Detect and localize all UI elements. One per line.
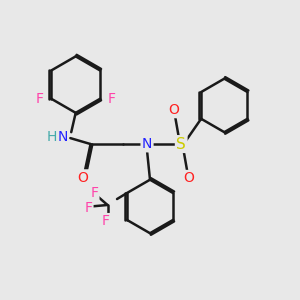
Text: N: N	[57, 130, 68, 144]
Text: O: O	[183, 171, 194, 185]
Text: H: H	[46, 130, 56, 144]
Text: F: F	[84, 201, 92, 215]
Text: F: F	[102, 214, 110, 228]
Text: N: N	[142, 137, 152, 151]
Text: F: F	[90, 185, 98, 200]
Text: F: F	[107, 92, 116, 106]
Text: O: O	[168, 103, 179, 117]
Text: F: F	[36, 92, 44, 106]
Text: S: S	[176, 136, 186, 152]
Text: O: O	[77, 171, 88, 184]
